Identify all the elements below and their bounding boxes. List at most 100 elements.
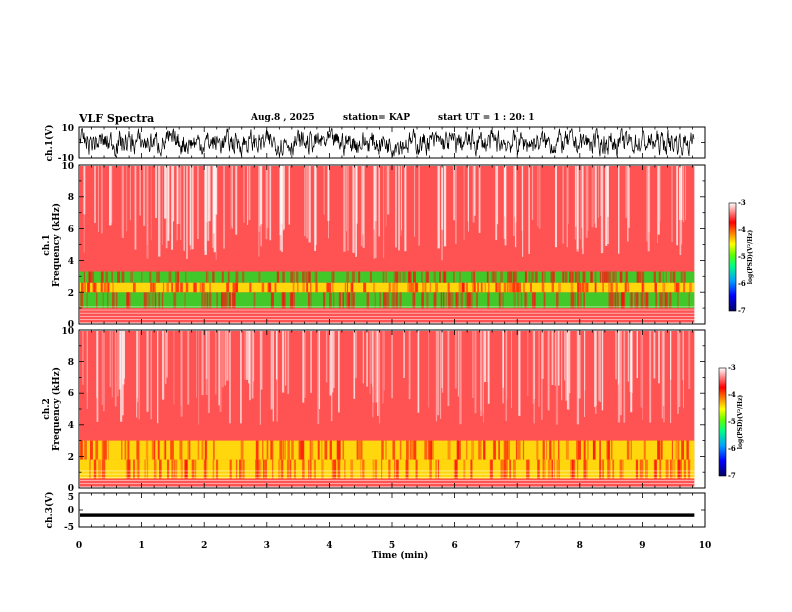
ch1-colorbar-tick: -3 xyxy=(738,198,746,207)
ch2-spectrogram-speckle xyxy=(212,440,215,460)
ch2-spectrogram-streak xyxy=(205,331,208,395)
ch1-spectrogram-speckle xyxy=(185,271,187,283)
ch2-spectrogram-streak xyxy=(483,331,487,383)
ch1-spectrogram-speckle xyxy=(619,271,622,283)
station-label: station= KAP xyxy=(343,113,411,123)
ch2-spectrogram-speckle xyxy=(456,440,460,460)
ch1-spectrogram-speckle xyxy=(513,292,516,309)
ch2-spectrogram-speckle xyxy=(138,459,140,479)
ch1-spectrogram-speckle xyxy=(133,282,136,293)
ch1-spectrogram-speckle xyxy=(425,271,427,283)
ch2-spectrogram-speckle xyxy=(313,459,316,479)
ch2-spectrogram-speckle xyxy=(132,459,136,479)
ch2-spectrogram-streak xyxy=(565,331,568,401)
ch1-spectrogram-streak xyxy=(617,166,620,254)
ch2-spectrogram-streak xyxy=(641,331,643,409)
ch2-spectrogram-speckle xyxy=(270,440,273,460)
ch2-spectrogram-speckle xyxy=(337,459,339,479)
ch2-spectrogram-streak xyxy=(221,331,224,388)
ch2-spectrogram-speckle xyxy=(583,459,586,479)
ch1-spectrogram-speckle xyxy=(363,282,366,293)
ch1-spectrogram-speckle xyxy=(174,282,176,293)
x-ticklabel: 1 xyxy=(138,541,144,551)
ch1-spectrogram-speckle xyxy=(665,271,667,283)
ch2-spectrogram-speckle xyxy=(665,459,669,479)
ch1-spectrogram-speckle xyxy=(556,292,559,309)
ch2-colorbar-tick: -4 xyxy=(728,390,736,399)
ch2-spectrogram-speckle xyxy=(396,459,399,479)
ch2-spectrogram-speckle xyxy=(681,440,685,460)
ch1-spectrogram-streak xyxy=(685,166,687,220)
ch2-spectrogram-speckle xyxy=(240,440,244,460)
ch1-spectrogram-speckle xyxy=(146,292,148,309)
ch1-spectrogram-speckle xyxy=(617,292,619,309)
ch1-spectrogram-speckle xyxy=(444,271,447,283)
ch1-spectrogram-streak xyxy=(215,166,218,215)
ch1-spectrogram-speckle xyxy=(689,282,692,293)
ch2-spectrogram-speckle xyxy=(424,440,428,460)
ch2-spectrogram-streak xyxy=(578,331,581,399)
ch1-spectrogram-speckle xyxy=(680,271,682,283)
ch2-spectrogram-speckle xyxy=(409,440,411,460)
ch1-spectrogram-streak xyxy=(681,166,683,245)
ch2-spectrogram-streak xyxy=(627,331,629,382)
ch1-spectrogram-speckle xyxy=(541,282,545,293)
ch2-spectrogram-streak xyxy=(117,331,119,397)
ch2-spectrogram-speckle xyxy=(610,440,613,460)
ch1-spectrogram-speckle xyxy=(473,271,476,283)
ch1-spectrogram-speckle xyxy=(565,271,568,283)
ch1-spectrogram-streak xyxy=(373,166,376,259)
ch1-spectrogram-speckle xyxy=(606,271,610,283)
ch1-spectrogram-speckle xyxy=(558,282,561,293)
ch2-spectrogram-speckle xyxy=(470,459,473,479)
ch2-spectrogram-streak xyxy=(533,331,536,400)
ch1-spectrogram-streak xyxy=(576,166,579,249)
ch1-spectrogram-speckle xyxy=(641,282,645,293)
ch1-spectrogram-speckle xyxy=(550,271,553,283)
ch2-spectrogram-speckle xyxy=(288,440,290,460)
ch1-spectrogram-speckle xyxy=(102,292,104,309)
ch3-ytick: 0 xyxy=(68,506,74,516)
ch2-spectrogram-speckle xyxy=(85,440,87,460)
ch1-spectrogram-speckle xyxy=(268,282,271,293)
ch2-spectrogram-speckle xyxy=(644,459,648,479)
ch2-spectrogram-speckle xyxy=(344,459,346,479)
ch2-spectrogram-speckle xyxy=(95,440,99,460)
ch1-spectrogram-speckle xyxy=(534,271,538,283)
ch2-spectrogram-streak xyxy=(533,331,535,424)
ch2-spectrogram-speckle xyxy=(310,459,312,479)
ch2-spectrogram-streak xyxy=(447,331,450,407)
ch1-spectrogram-speckle xyxy=(261,282,265,293)
ch1-spectrogram-speckle xyxy=(408,271,411,283)
ch2-colorbar-label: log(PSD)(V²/Hz) xyxy=(737,395,744,450)
ch1-spectrogram-streak xyxy=(375,166,377,258)
ch1-spectrogram-speckle xyxy=(535,271,538,283)
ch2-spectrogram-streak xyxy=(161,331,165,400)
ch1-colorbar-tick: -6 xyxy=(738,279,746,288)
ch1-spectrogram-streak xyxy=(143,166,146,226)
ch1-spectrogram-speckle xyxy=(383,292,386,309)
x-ticklabel: 3 xyxy=(264,541,270,551)
ch1-spectrogram-streak xyxy=(395,166,397,248)
ch1-spectrogram-speckle xyxy=(654,282,657,293)
ch1-spectrogram-speckle xyxy=(395,292,397,309)
ch1-spectrogram-speckle xyxy=(448,292,451,309)
ch2-spectrogram-speckle xyxy=(284,440,286,460)
ch1-spectrogram-streak xyxy=(208,166,211,222)
ch1-spectrogram-speckle xyxy=(444,271,447,283)
ch1-spectrogram-speckle xyxy=(153,282,155,293)
ch1-spectrogram-streak xyxy=(537,166,539,227)
ch2-spectrogram-streak xyxy=(670,331,672,424)
ch2-spectrogram-speckle xyxy=(333,459,336,479)
ch1-spectrogram-streak xyxy=(468,166,469,232)
ch1-spectrogram-streak xyxy=(258,166,260,257)
ch1-spectrogram-speckle xyxy=(421,292,424,309)
ch1-spectrogram-speckle xyxy=(199,282,201,293)
ch1-spectrogram-speckle xyxy=(602,282,605,293)
ch1-spectrogram-streak xyxy=(258,166,261,232)
x-axis-ticklabels: 0 1 2 3 4 5 6 7 8 9 10 xyxy=(76,541,711,551)
ch1-waveform-ylabel: ch.1(V) xyxy=(44,125,55,162)
ch1-spectrogram-streak xyxy=(594,166,596,224)
ch2-spectrogram-speckle xyxy=(339,440,341,460)
ch1-spectrogram-streak xyxy=(387,166,390,215)
